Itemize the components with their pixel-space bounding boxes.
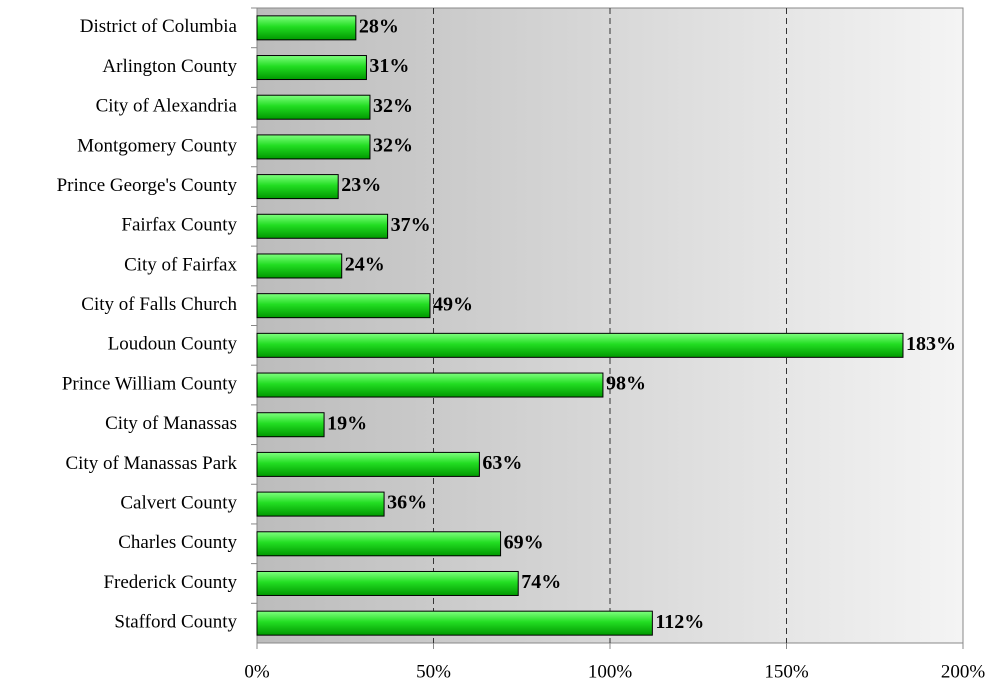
y-tick-label: Prince William County xyxy=(62,373,238,394)
y-tick-label: Fairfax County xyxy=(121,215,237,236)
value-label: 32% xyxy=(373,95,413,117)
value-label: 31% xyxy=(369,55,409,77)
value-label: 32% xyxy=(373,135,413,157)
bar xyxy=(256,15,357,41)
bar xyxy=(256,412,325,438)
y-tick-label: City of Alexandria xyxy=(96,96,238,117)
y-tick-label: Prince George's County xyxy=(57,175,238,196)
value-label: 28% xyxy=(359,15,399,37)
y-tick-label: Arlington County xyxy=(102,56,237,77)
bar xyxy=(256,55,367,81)
bar xyxy=(256,570,519,596)
bar xyxy=(256,174,339,200)
value-label: 112% xyxy=(655,611,704,633)
value-label: 23% xyxy=(341,174,381,196)
x-tick-label: 200% xyxy=(941,661,986,682)
bar xyxy=(256,293,431,319)
bar xyxy=(256,134,371,160)
value-label: 49% xyxy=(433,293,473,315)
y-tick-label: City of Manassas xyxy=(105,413,237,434)
y-tick-label: Charles County xyxy=(118,532,237,553)
value-label: 36% xyxy=(387,492,427,514)
value-label: 63% xyxy=(482,452,522,474)
bar xyxy=(256,94,371,120)
bar xyxy=(256,332,904,358)
y-tick-label: Stafford County xyxy=(114,612,237,633)
x-tick-label: 50% xyxy=(416,661,451,682)
y-tick-label: District of Columbia xyxy=(80,16,238,37)
y-tick-label: Loudoun County xyxy=(108,334,238,355)
bar xyxy=(256,213,389,239)
bar xyxy=(256,372,604,398)
value-label: 19% xyxy=(327,412,367,434)
y-tick-label: Montgomery County xyxy=(77,135,237,156)
y-tick-label: Calvert County xyxy=(120,492,237,513)
bar xyxy=(256,531,502,557)
value-label: 183% xyxy=(906,333,956,355)
y-tick-label: City of Manassas Park xyxy=(65,453,237,474)
y-tick-label: City of Falls Church xyxy=(81,294,237,315)
x-tick-label: 150% xyxy=(764,661,809,682)
value-label: 69% xyxy=(504,531,544,553)
y-tick-label: City of Fairfax xyxy=(124,254,237,275)
bar xyxy=(256,451,480,477)
bar xyxy=(256,253,343,279)
value-label: 74% xyxy=(521,571,561,593)
bar xyxy=(256,610,653,636)
x-tick-label: 100% xyxy=(588,661,633,682)
y-tick-label: Frederick County xyxy=(103,572,237,593)
x-tick-label: 0% xyxy=(244,661,270,682)
value-label: 98% xyxy=(606,373,646,395)
bar xyxy=(256,491,385,517)
value-label: 37% xyxy=(391,214,431,236)
value-label: 24% xyxy=(345,254,385,276)
